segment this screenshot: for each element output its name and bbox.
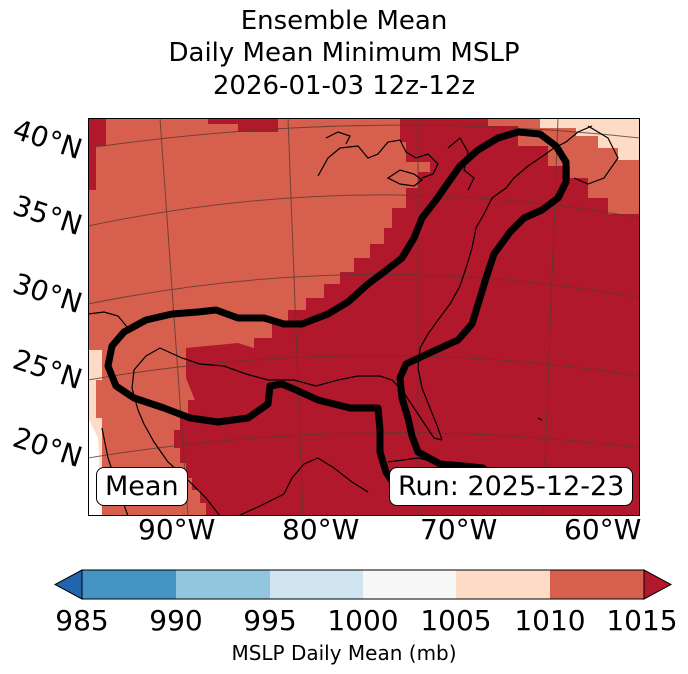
title-line-3: 2026-01-03 12z-12z [212, 71, 476, 101]
colorbar-tick-990: 990 [149, 604, 203, 637]
colorbar-label: MSLP Daily Mean (mb) [231, 641, 457, 665]
lon-label-60w: 60°W [564, 513, 642, 546]
pressure-field-above-1015-gulf [186, 343, 303, 418]
lat-label-35: 35°N [8, 188, 87, 243]
colorbar-segment-1005-1010 [456, 570, 550, 599]
lon-label-80w: 80°W [282, 513, 360, 546]
colorbar-segment-1000-1005 [363, 570, 456, 599]
mean-badge: Mean [96, 467, 188, 506]
colorbar-tick-1015: 1015 [606, 604, 678, 637]
lat-label-20: 20°N [8, 420, 87, 475]
colorbar-tick-1010: 1010 [514, 604, 586, 637]
colorbar-tick-1000: 1000 [327, 604, 399, 637]
pressure-field-above-1015-west [88, 118, 106, 190]
colorbar-over-arrow [643, 569, 672, 600]
colorbar-tick-985: 985 [55, 604, 109, 637]
map-panel [88, 118, 640, 516]
map-frame [88, 118, 640, 516]
graticule [88, 118, 640, 516]
title-line-2: Daily Mean Minimum MSLP [168, 38, 520, 68]
contour-outline [104, 128, 570, 500]
lat-label-30: 30°N [8, 266, 87, 321]
colorbar-segment-1010-1015 [550, 570, 644, 599]
colorbar-tick-1005: 1005 [420, 604, 492, 637]
pressure-field-above-1015-north [208, 118, 278, 132]
lat-label-25: 25°N [8, 342, 87, 397]
colorbar-segment-985-990 [82, 570, 176, 599]
colorbar-segment-995-1000 [270, 570, 363, 599]
colorbar-segment-990-995 [176, 570, 270, 599]
pressure-field-1005-1010-northeast [540, 118, 640, 160]
run-date-badge: Run: 2025-12-23 [389, 467, 634, 506]
lon-label-90w: 90°W [138, 513, 216, 546]
colorbar-tick-995: 995 [243, 604, 297, 637]
lat-label-40: 40°N [8, 112, 87, 167]
title-line-1: Ensemble Mean [240, 6, 448, 36]
colorbar-under-arrow [54, 569, 83, 600]
lon-label-70w: 70°W [420, 513, 498, 546]
colorbar [54, 569, 672, 600]
